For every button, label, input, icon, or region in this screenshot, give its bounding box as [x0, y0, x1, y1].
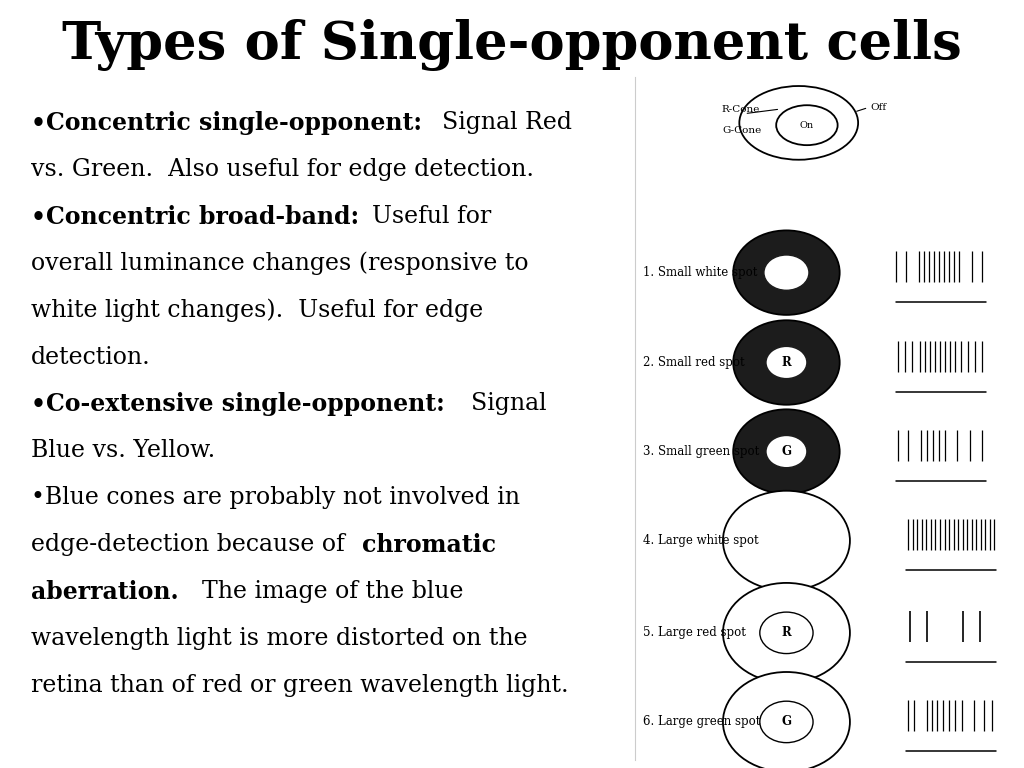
Text: •Concentric single-opponent:: •Concentric single-opponent: [31, 111, 422, 135]
Text: R-Cone: R-Cone [722, 104, 760, 114]
Ellipse shape [766, 346, 807, 379]
Ellipse shape [760, 612, 813, 654]
Text: vs. Green.  Also useful for edge detection.: vs. Green. Also useful for edge detectio… [31, 158, 534, 181]
Text: Off: Off [870, 103, 887, 112]
Ellipse shape [733, 409, 840, 494]
Ellipse shape [723, 672, 850, 768]
Text: 3. Small green spot: 3. Small green spot [643, 445, 760, 458]
Text: G-Cone: G-Cone [722, 126, 761, 135]
Text: R: R [781, 356, 792, 369]
Ellipse shape [766, 435, 807, 468]
Text: wavelength light is more distorted on the: wavelength light is more distorted on th… [31, 627, 527, 650]
Text: Blue vs. Yellow.: Blue vs. Yellow. [31, 439, 215, 462]
Text: •Co-extensive single-opponent:: •Co-extensive single-opponent: [31, 392, 444, 416]
Ellipse shape [760, 701, 813, 743]
Text: The image of the blue: The image of the blue [186, 580, 463, 603]
Text: Useful for: Useful for [356, 205, 490, 228]
Text: detection.: detection. [31, 346, 151, 369]
Text: Signal Red: Signal Red [427, 111, 572, 134]
Text: edge-detection because of: edge-detection because of [31, 533, 352, 556]
Text: G: G [781, 716, 792, 728]
Text: 2. Small red spot: 2. Small red spot [643, 356, 744, 369]
Text: Types of Single-opponent cells: Types of Single-opponent cells [62, 19, 962, 71]
Text: Signal: Signal [456, 392, 547, 415]
Text: retina than of red or green wavelength light.: retina than of red or green wavelength l… [31, 674, 568, 697]
Text: •Concentric broad-band:: •Concentric broad-band: [31, 205, 358, 229]
Ellipse shape [764, 255, 809, 290]
Ellipse shape [733, 320, 840, 405]
Text: 4. Large white spot: 4. Large white spot [643, 535, 759, 547]
Text: 1. Small white spot: 1. Small white spot [643, 266, 758, 279]
Ellipse shape [723, 583, 850, 683]
Text: R: R [781, 627, 792, 639]
Ellipse shape [739, 86, 858, 160]
Text: •Blue cones are probably not involved in: •Blue cones are probably not involved in [31, 486, 520, 509]
Ellipse shape [776, 105, 838, 145]
Text: 5. Large red spot: 5. Large red spot [643, 627, 745, 639]
Text: 6. Large green spot: 6. Large green spot [643, 716, 761, 728]
Text: chromatic: chromatic [362, 533, 497, 557]
Ellipse shape [723, 491, 850, 591]
Text: aberration.: aberration. [31, 580, 178, 604]
Ellipse shape [733, 230, 840, 315]
Text: overall luminance changes (responsive to: overall luminance changes (responsive to [31, 252, 528, 276]
Text: On: On [800, 121, 814, 130]
Text: white light changes).  Useful for edge: white light changes). Useful for edge [31, 299, 483, 323]
Text: G: G [781, 445, 792, 458]
